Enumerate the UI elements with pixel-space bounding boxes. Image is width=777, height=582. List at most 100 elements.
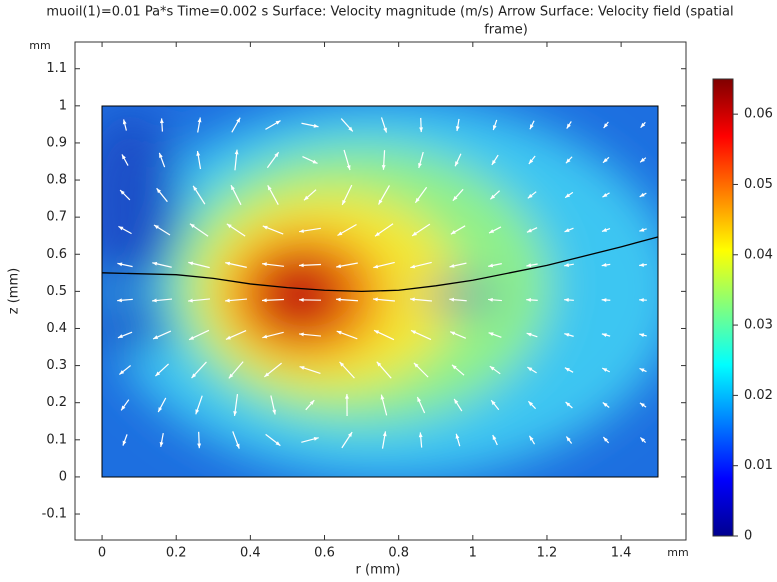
arrow-head (565, 401, 571, 407)
arrow-head (489, 366, 495, 371)
arrow-head (191, 373, 197, 379)
arrow-head (299, 263, 304, 268)
arrow-head (602, 402, 608, 407)
arrow-head (381, 165, 386, 170)
interface-line (102, 236, 659, 293)
arrow-head (313, 436, 319, 441)
arrow-head (299, 297, 304, 302)
arrow-head (236, 117, 241, 123)
arrow-head (601, 333, 607, 337)
arrow-head (491, 159, 496, 165)
arrow-head (455, 126, 460, 132)
arrow-head (639, 227, 645, 232)
arrow-head (193, 185, 198, 191)
arrow-head (189, 223, 195, 228)
arrow-head (413, 362, 419, 368)
arrow-head (417, 396, 422, 402)
arrow-head (455, 433, 460, 439)
arrow-field (117, 117, 647, 449)
arrow-head (418, 432, 423, 438)
arrow-head (488, 263, 494, 268)
arrow-head (262, 225, 268, 230)
y-tick-label: 0.4 (46, 321, 67, 336)
y-unit: mm (29, 39, 50, 52)
arrow-head (336, 330, 342, 335)
arrow-head (267, 185, 272, 191)
arrow-head (336, 264, 342, 269)
arrow-head (640, 122, 646, 128)
arrow-head (488, 332, 494, 337)
arrow-head (225, 298, 230, 303)
colorbar-tick-label: 0.02 (744, 388, 773, 403)
arrow-head (188, 298, 193, 303)
x-axis-label: r (mm) (356, 563, 401, 578)
arrow-head (312, 159, 318, 164)
arrow-head (639, 262, 644, 267)
arrow-head (564, 228, 570, 232)
arrow-head (120, 190, 125, 195)
arrow-head (376, 361, 382, 367)
y-tick-label: 0 (59, 469, 67, 484)
arrow-head (564, 298, 569, 302)
arrow-head (451, 364, 457, 370)
arrow-head (449, 263, 455, 268)
arrow-head (303, 195, 309, 201)
arrow-head (454, 398, 459, 404)
arrow-head (235, 443, 240, 449)
arrow-head (234, 149, 239, 155)
arrow-head (527, 367, 533, 372)
arrow-head (529, 435, 534, 441)
arrow-head (228, 373, 234, 379)
arrow-head (450, 331, 456, 336)
arrow-head (639, 333, 645, 338)
x-tick-label: 0.8 (388, 546, 409, 561)
arrow-head (490, 194, 496, 200)
arrow-head (410, 297, 415, 302)
arrow-head (378, 199, 383, 205)
arrow-head (188, 261, 194, 266)
arrow-head (640, 437, 646, 443)
arrow-head (155, 371, 161, 377)
arrow-head (337, 231, 343, 236)
arrow-head (418, 162, 422, 168)
colorbar-tick-label: 0 (744, 529, 752, 544)
arrow-head (602, 368, 608, 372)
arrow-head (159, 118, 164, 124)
arrow-head (195, 409, 200, 415)
arrow-head (122, 119, 127, 125)
arrow-head (118, 226, 124, 231)
arrow-head (383, 127, 387, 133)
arrow-head (603, 123, 608, 129)
x-tick-label: 1 (469, 546, 477, 561)
x-tick-label: 0 (98, 546, 106, 561)
arrow-head (639, 368, 645, 373)
x-tick-label: 0.2 (166, 546, 187, 561)
arrow-head (233, 411, 238, 416)
arrow-head (197, 117, 202, 123)
arrow-head (419, 127, 424, 133)
y-tick-label: 0.9 (46, 135, 67, 150)
arrow-head (275, 120, 281, 125)
arrow-head (231, 185, 235, 191)
arrow-head (450, 230, 456, 235)
arrow-head (159, 152, 163, 158)
arrow-head (602, 228, 607, 232)
domain-border (101, 105, 659, 478)
arrow-head (639, 402, 645, 408)
arrow-head (299, 366, 305, 370)
y-tick-label: -0.1 (42, 507, 67, 522)
arrow-head (415, 197, 420, 203)
x-tick-label: 0.4 (240, 546, 261, 561)
y-tick-label: 0.8 (46, 173, 67, 188)
arrow-head (274, 152, 279, 158)
colorbar-tick-label: 0.01 (744, 458, 773, 473)
arrow-head (565, 193, 571, 198)
arrow-head (299, 229, 304, 233)
arrow-head (153, 225, 159, 230)
arrow-head (492, 434, 497, 440)
colorbar-tick-label: 0.05 (744, 177, 773, 192)
arrow-head (410, 264, 416, 269)
x-tick-label: 1.2 (537, 546, 558, 561)
arrow-head (342, 199, 346, 205)
